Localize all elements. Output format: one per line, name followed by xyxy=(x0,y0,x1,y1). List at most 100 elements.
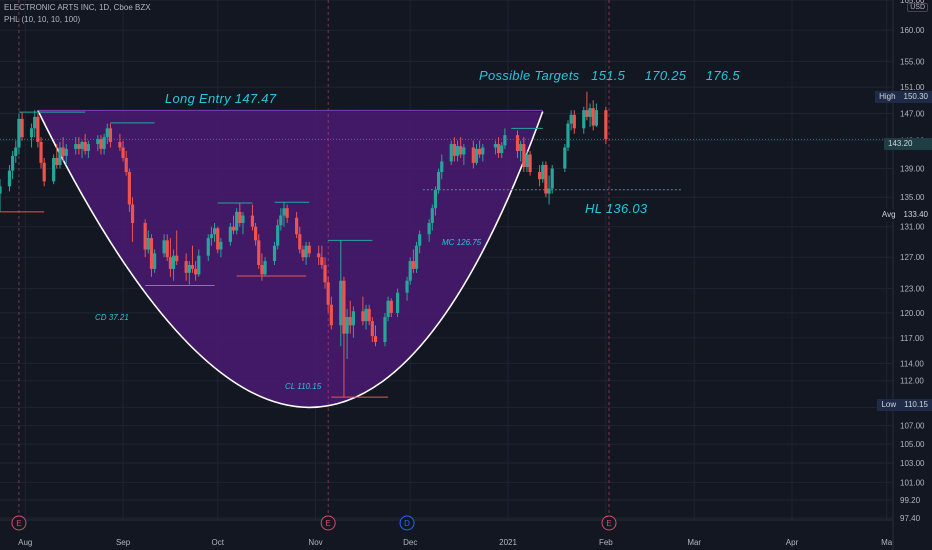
candle-body xyxy=(541,164,545,180)
high-tag-value: 150.30 xyxy=(899,91,932,103)
y-tick-label: 165.00 xyxy=(900,0,925,5)
candle-body xyxy=(367,308,371,322)
candle-body xyxy=(449,144,453,162)
cl-annotation: CL 110.15 xyxy=(285,382,322,391)
candle-body xyxy=(253,226,258,241)
x-tick-label: Aug xyxy=(18,538,32,547)
candle-body xyxy=(329,304,333,326)
candle-body xyxy=(184,261,188,273)
candle-body xyxy=(257,240,261,265)
candle-body xyxy=(36,116,40,142)
candle-body xyxy=(250,215,255,227)
candle-body xyxy=(307,245,311,254)
candle-body xyxy=(478,148,482,155)
event-marker xyxy=(11,515,27,531)
candle-body xyxy=(437,172,441,190)
candle-body xyxy=(11,155,15,171)
mc-annotation: MC 126.75 xyxy=(442,238,482,247)
candle-body xyxy=(537,172,542,180)
candle-body xyxy=(219,241,223,250)
candle-body xyxy=(572,114,576,129)
candle-body xyxy=(582,110,586,129)
candle-body xyxy=(58,147,62,165)
candle-body xyxy=(235,211,239,231)
y-tick-label: 114.00 xyxy=(900,359,924,368)
candle-body xyxy=(118,141,122,148)
y-tick-label: 123.00 xyxy=(900,285,925,294)
candle-body xyxy=(55,157,59,165)
candle-body xyxy=(500,145,504,154)
candle-body xyxy=(474,148,479,163)
candle-body xyxy=(298,234,302,250)
candle-body xyxy=(86,144,90,151)
candle-body xyxy=(130,204,135,224)
candle-body xyxy=(99,139,103,149)
candle-body xyxy=(594,110,598,126)
candle-body xyxy=(496,144,501,154)
candle-body xyxy=(61,147,65,156)
candle-body xyxy=(42,162,46,182)
candle-body xyxy=(411,261,415,269)
candle-body xyxy=(149,238,154,269)
candle-body xyxy=(440,161,444,173)
x-tick-label: Ma xyxy=(881,538,893,547)
x-tick-label: Dec xyxy=(403,538,417,547)
candle-body xyxy=(108,128,113,142)
candle-body xyxy=(80,141,84,149)
candle-body xyxy=(351,311,356,326)
candle-body xyxy=(373,336,378,343)
candle-body xyxy=(326,282,330,305)
candle-body xyxy=(386,300,390,318)
candle-body xyxy=(17,118,21,148)
candle-body xyxy=(455,146,460,156)
candle-body xyxy=(550,168,554,189)
chart-title: ELECTRONIC ARTS INC, 1D, Cboe BZX xyxy=(4,3,151,12)
candle-body xyxy=(228,226,232,242)
candle-body xyxy=(408,261,412,281)
y-tick-label: 139.00 xyxy=(900,164,925,173)
candle-body xyxy=(285,208,289,218)
candle-body xyxy=(566,123,570,148)
candle-body xyxy=(238,211,242,224)
y-tick-label: 131.00 xyxy=(900,223,925,232)
candle-body xyxy=(301,249,305,258)
candle-body xyxy=(493,144,498,148)
candle-body xyxy=(241,215,245,224)
y-tick-label: 97.40 xyxy=(900,514,921,523)
candle-body xyxy=(121,147,125,158)
candle-body xyxy=(295,217,299,235)
candle-body xyxy=(323,264,327,283)
candle-body xyxy=(165,240,169,258)
candle-body xyxy=(361,311,365,322)
candle-body xyxy=(96,139,100,145)
y-tick-label: 151.00 xyxy=(900,83,925,92)
candle-body xyxy=(216,228,220,250)
candle-body xyxy=(304,245,308,258)
y-tick-label: 135.00 xyxy=(900,193,925,202)
candle-body xyxy=(414,245,419,269)
candle-body xyxy=(162,240,166,254)
high-price-tag: High 150.30 xyxy=(875,91,932,103)
long-entry-annotation: Long Entry 147.47 xyxy=(165,91,277,106)
candle-body xyxy=(0,186,2,194)
cd-annotation: CD 37.21 xyxy=(95,313,129,322)
currency-label[interactable]: USD xyxy=(907,3,928,12)
y-tick-label: 105.00 xyxy=(900,440,925,449)
candle-body xyxy=(503,135,507,146)
candle-body xyxy=(7,170,12,187)
high-tag-label: High xyxy=(875,91,900,103)
candle-body xyxy=(20,118,24,138)
x-tick-label: Oct xyxy=(212,538,225,547)
y-tick-label: 107.00 xyxy=(900,422,925,431)
candle-body xyxy=(212,228,217,235)
candle-body xyxy=(405,280,409,293)
avg-tag-value: 133.40 xyxy=(899,209,932,221)
candle-body xyxy=(591,108,595,126)
avg-tag-label: Avg xyxy=(877,209,900,221)
candle-body xyxy=(64,148,68,156)
candle-body xyxy=(427,223,431,235)
y-tick-label: 120.00 xyxy=(900,309,925,318)
candle-body xyxy=(519,144,523,151)
cup-outline xyxy=(37,110,544,408)
